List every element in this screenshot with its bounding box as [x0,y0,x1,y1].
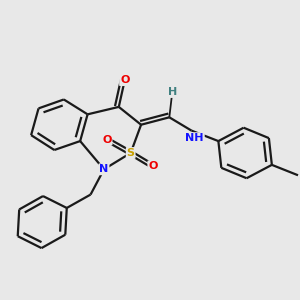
Text: H: H [168,87,177,97]
Text: O: O [148,161,158,171]
Text: O: O [120,75,129,85]
Text: S: S [127,148,135,158]
Text: NH: NH [185,133,204,143]
Text: O: O [102,135,112,145]
Text: N: N [99,164,109,174]
